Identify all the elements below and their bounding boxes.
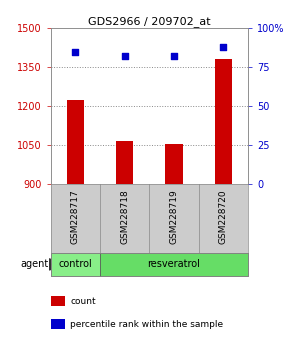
- Point: [221, 44, 226, 50]
- Text: agent: agent: [20, 259, 48, 269]
- Bar: [215, 59, 232, 184]
- Bar: [165, 144, 183, 184]
- Text: count: count: [70, 297, 96, 306]
- Text: GSM228718: GSM228718: [120, 190, 129, 244]
- Point: [122, 53, 127, 59]
- Text: control: control: [59, 259, 92, 269]
- Point: [73, 49, 78, 55]
- Point: [172, 53, 176, 59]
- Text: GSM228717: GSM228717: [71, 190, 80, 244]
- Bar: [100, 253, 248, 276]
- Bar: [67, 100, 84, 184]
- Title: GDS2966 / 209702_at: GDS2966 / 209702_at: [88, 16, 211, 27]
- Bar: [51, 253, 100, 276]
- Bar: [116, 141, 133, 184]
- Text: resveratrol: resveratrol: [148, 259, 200, 269]
- Text: GSM228719: GSM228719: [169, 190, 179, 244]
- Text: percentile rank within the sample: percentile rank within the sample: [70, 320, 224, 329]
- Text: GSM228720: GSM228720: [219, 190, 228, 244]
